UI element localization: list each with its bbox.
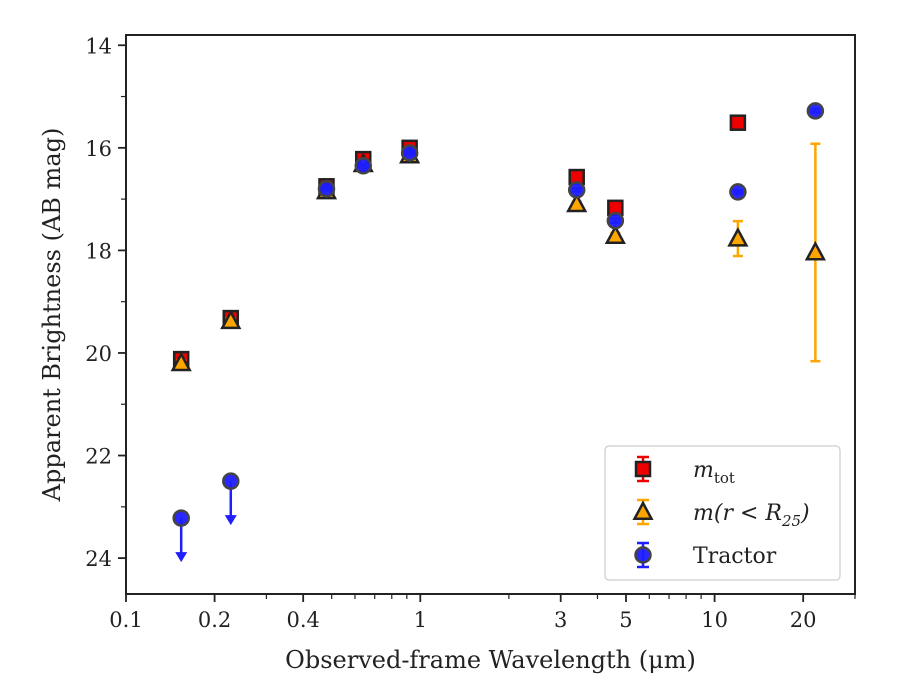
triangle-marker [566, 192, 588, 213]
x-tick-label: 20 [790, 608, 817, 632]
legend-label-subscript: 25 [781, 512, 801, 530]
y-axis-label: Apparent Brightness (AB mag) [38, 128, 66, 503]
data-point [607, 199, 624, 217]
data-point [222, 472, 240, 526]
y-tick-label: 18 [85, 239, 112, 263]
data-point [729, 183, 747, 201]
x-tick-label: 1 [414, 608, 427, 632]
data-point [806, 102, 825, 120]
data-point [604, 224, 626, 245]
x-tick-label: 0.2 [198, 608, 231, 632]
circle-marker [606, 211, 625, 230]
data-point [567, 181, 586, 199]
data-point [568, 168, 585, 186]
legend-entry: m(r < R25) [632, 498, 810, 530]
legend-entry: Tractor [634, 541, 777, 569]
data-point [727, 219, 749, 258]
triangle-marker [170, 351, 192, 372]
series-circle-points [172, 102, 825, 563]
legend-label-main: Tractor [693, 544, 777, 569]
axis-ticks: 0.1 0.2 0.4 1 3 5 10 20 14 16 18 20 22 24 [85, 34, 856, 632]
circle-marker [729, 183, 747, 201]
y-tick-label: 22 [85, 445, 112, 469]
data-point [170, 351, 192, 372]
series-square-points [172, 114, 747, 368]
triangle-marker [727, 226, 749, 247]
data-point [172, 509, 190, 563]
triangle-marker [604, 224, 626, 245]
x-tick-label: 3 [554, 608, 567, 632]
data-point [606, 211, 625, 230]
legend-label-main: m(r < R [693, 501, 782, 526]
triangle-marker [632, 500, 654, 520]
triangle-marker [220, 309, 242, 330]
legend-box [604, 445, 841, 581]
data-point [220, 309, 242, 330]
x-tick-label: 0.4 [286, 608, 319, 632]
circle-marker [806, 102, 825, 120]
data-point [729, 114, 747, 131]
x-tick-label: 10 [701, 608, 728, 632]
legend-entry: mtot [634, 455, 735, 487]
triangle-marker [804, 240, 826, 261]
legend: mtot m(r < R25) Tractor [604, 445, 841, 581]
circle-marker [172, 509, 190, 527]
x-axis-label: Observed-frame Wavelength (μm) [285, 646, 696, 674]
legend-label-subscript: tot [714, 469, 735, 487]
circle-marker [222, 472, 240, 490]
data-point [317, 180, 336, 198]
y-tick-label: 14 [85, 34, 112, 58]
upper-limit-arrow-head [224, 515, 237, 526]
y-tick-label: 20 [85, 342, 112, 366]
series-triangle-points [170, 142, 826, 372]
square-marker [729, 114, 747, 131]
data-point [354, 157, 373, 175]
y-tick-label: 24 [85, 547, 112, 571]
upper-limit-arrow-head [175, 552, 188, 563]
circle-marker [567, 181, 586, 199]
data-point [566, 192, 588, 213]
plot-frame [125, 34, 856, 595]
data-point [804, 142, 826, 363]
circle-marker [634, 546, 652, 564]
legend-label: mtot [693, 458, 735, 487]
legend-label-tail: ) [800, 501, 810, 526]
plot-content [170, 102, 826, 563]
y-tick-label: 16 [85, 137, 112, 161]
legend-label: m(r < R25) [693, 501, 810, 530]
square-marker [634, 460, 652, 478]
circle-marker [400, 144, 419, 162]
legend-label: Tractor [693, 544, 777, 569]
circle-marker [354, 157, 373, 175]
legend-label-main: m [693, 458, 714, 483]
x-tick-label: 0.1 [109, 608, 142, 632]
x-tick-label: 5 [619, 608, 632, 632]
data-point [400, 144, 419, 162]
circle-marker [317, 180, 336, 198]
